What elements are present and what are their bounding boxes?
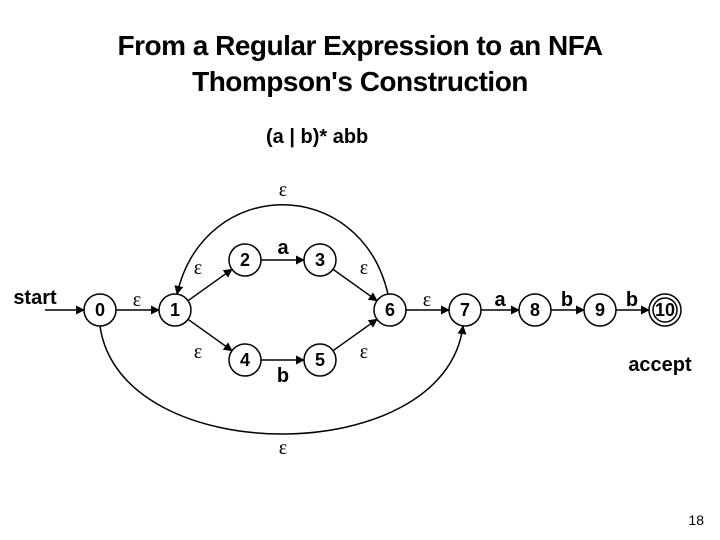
edge-label: ε <box>279 179 287 201</box>
edge-label: ε <box>194 257 202 279</box>
state-7: 7 <box>460 300 470 320</box>
nfa-diagram: 0 1 2 3 4 5 6 7 8 9 10 start ε ε ε a b ε ε ε a b b ε ε accept <box>0 0 720 540</box>
edge-label: ε <box>423 289 431 311</box>
start-label: start <box>13 287 57 309</box>
edge-label: ε <box>194 341 202 363</box>
state-9: 9 <box>595 300 605 320</box>
page-number: 18 <box>688 512 704 528</box>
state-0: 0 <box>95 300 105 320</box>
edge-label: b <box>626 289 638 311</box>
state-1: 1 <box>170 300 180 320</box>
state-5: 5 <box>315 350 325 370</box>
state-10: 10 <box>655 300 675 320</box>
edge-label: b <box>277 365 289 387</box>
accept-label: accept <box>628 354 692 376</box>
state-2: 2 <box>240 250 250 270</box>
edge-label: b <box>561 289 573 311</box>
edge-label: ε <box>133 289 141 311</box>
state-8: 8 <box>530 300 540 320</box>
edge-label: a <box>277 237 289 259</box>
state-6: 6 <box>385 300 395 320</box>
edge-label: ε <box>360 341 368 363</box>
edge-label: a <box>494 289 506 311</box>
state-4: 4 <box>240 350 250 370</box>
edge-label: ε <box>360 257 368 279</box>
state-3: 3 <box>315 250 325 270</box>
edge-label: ε <box>279 437 287 459</box>
